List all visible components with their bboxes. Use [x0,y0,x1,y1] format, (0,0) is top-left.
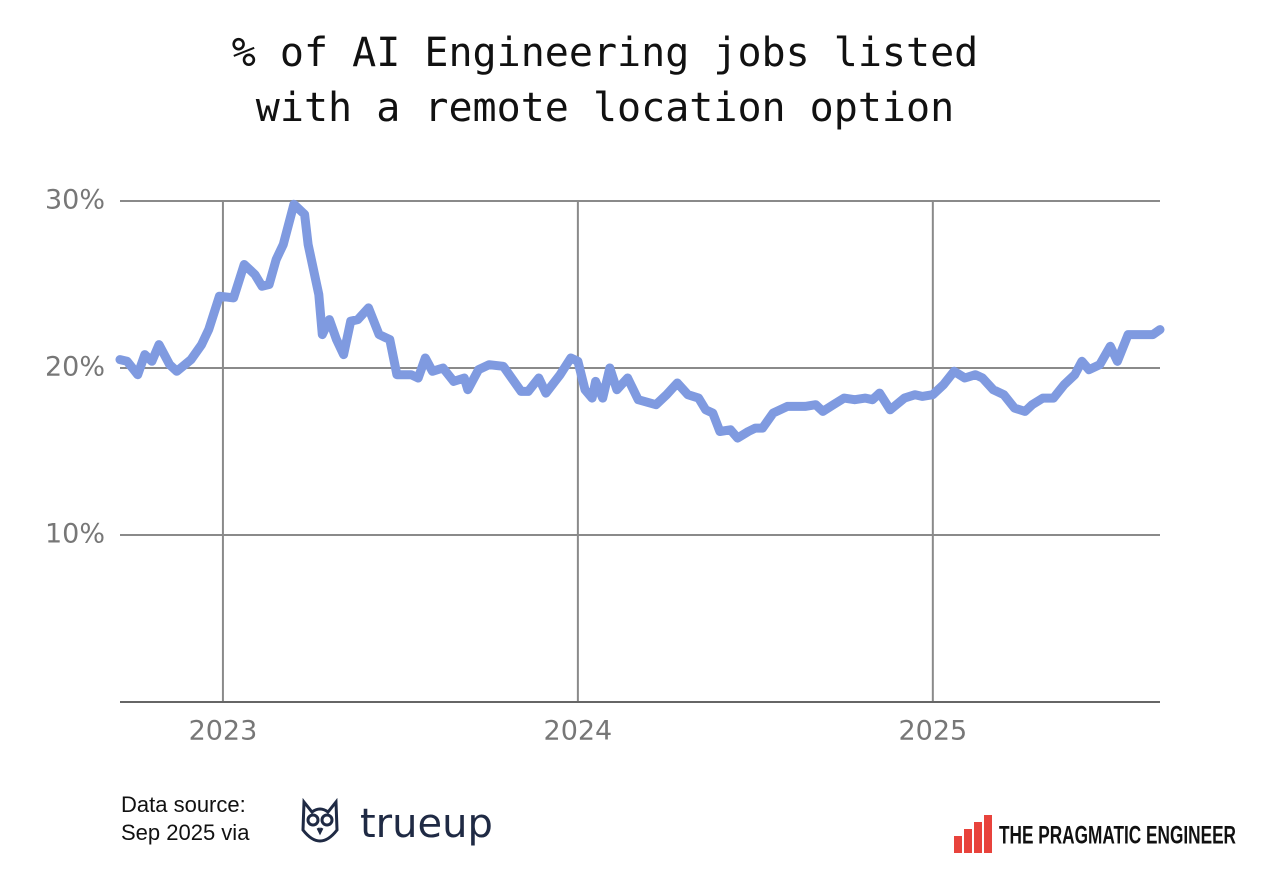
brand-name: THE PRAGMATIC ENGINEER [999,822,1236,850]
y-tick-label: 20% [45,352,105,383]
y-tick-label: 10% [45,519,105,550]
plot-area: 10% 20% 30% 2023 2024 2025 [45,185,1165,747]
y-tick-label: 30% [45,185,105,216]
x-tick-label: 2025 [898,716,967,747]
source-text: Sep 2025 via [121,820,250,845]
chart-title: with a remote location option [256,85,954,131]
x-tick-label: 2024 [544,716,613,747]
chart-title: % of AI Engineering jobs listed [232,30,979,76]
brand-icon [954,815,992,853]
source-logo: trueup [360,801,493,847]
owl-icon [301,797,339,843]
source-text: Data source: [121,792,246,817]
x-tick-label: 2023 [189,716,258,747]
data-line [115,199,1165,443]
